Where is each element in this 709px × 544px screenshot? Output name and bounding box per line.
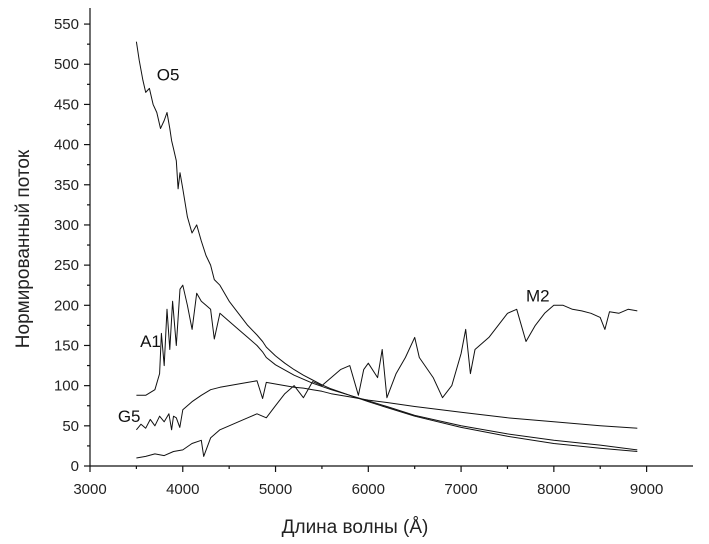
series-line-o5 [136, 42, 637, 452]
x-tick-label: 8000 [537, 481, 570, 498]
series-label-o5: O5 [157, 65, 180, 84]
x-tick-label: 9000 [630, 481, 663, 498]
x-tick-label: 3000 [73, 481, 106, 498]
y-tick-label: 300 [54, 217, 79, 234]
x-tick-label: 4000 [166, 481, 199, 498]
series-label-m2: M2 [526, 286, 550, 305]
series-line-g5 [136, 381, 637, 430]
series-labels: O5 A1 G5 M2 [118, 65, 550, 425]
series-label-a1: A1 [140, 332, 161, 351]
y-tick-label: 500 [54, 56, 79, 73]
y-tick-label: 450 [54, 96, 79, 113]
y-tick-label: 350 [54, 177, 79, 194]
y-tick-label: 400 [54, 137, 79, 154]
x-tick-label: 6000 [352, 481, 385, 498]
y-tick-label: 50 [62, 418, 79, 435]
y-tick-label: 550 [54, 16, 79, 33]
x-axis-label: Длина волны (Å) [282, 517, 429, 538]
y-axis-label: Нормированный поток [13, 149, 34, 348]
y-tick-label: 250 [54, 257, 79, 274]
series-label-g5: G5 [118, 407, 141, 426]
x-tick-label: 5000 [259, 481, 292, 498]
series-line-a1 [136, 285, 637, 450]
tick-labels: 3000 4000 5000 6000 7000 8000 9000 0 50 100 150 200… [54, 16, 663, 498]
y-tick-label: 0 [71, 458, 79, 475]
y-tick-label: 200 [54, 297, 79, 314]
y-tick-label: 150 [54, 337, 79, 354]
x-tick-label: 7000 [444, 481, 477, 498]
plot-curves [136, 42, 637, 458]
y-tick-label: 100 [54, 378, 79, 395]
series-line-m2 [136, 305, 637, 458]
